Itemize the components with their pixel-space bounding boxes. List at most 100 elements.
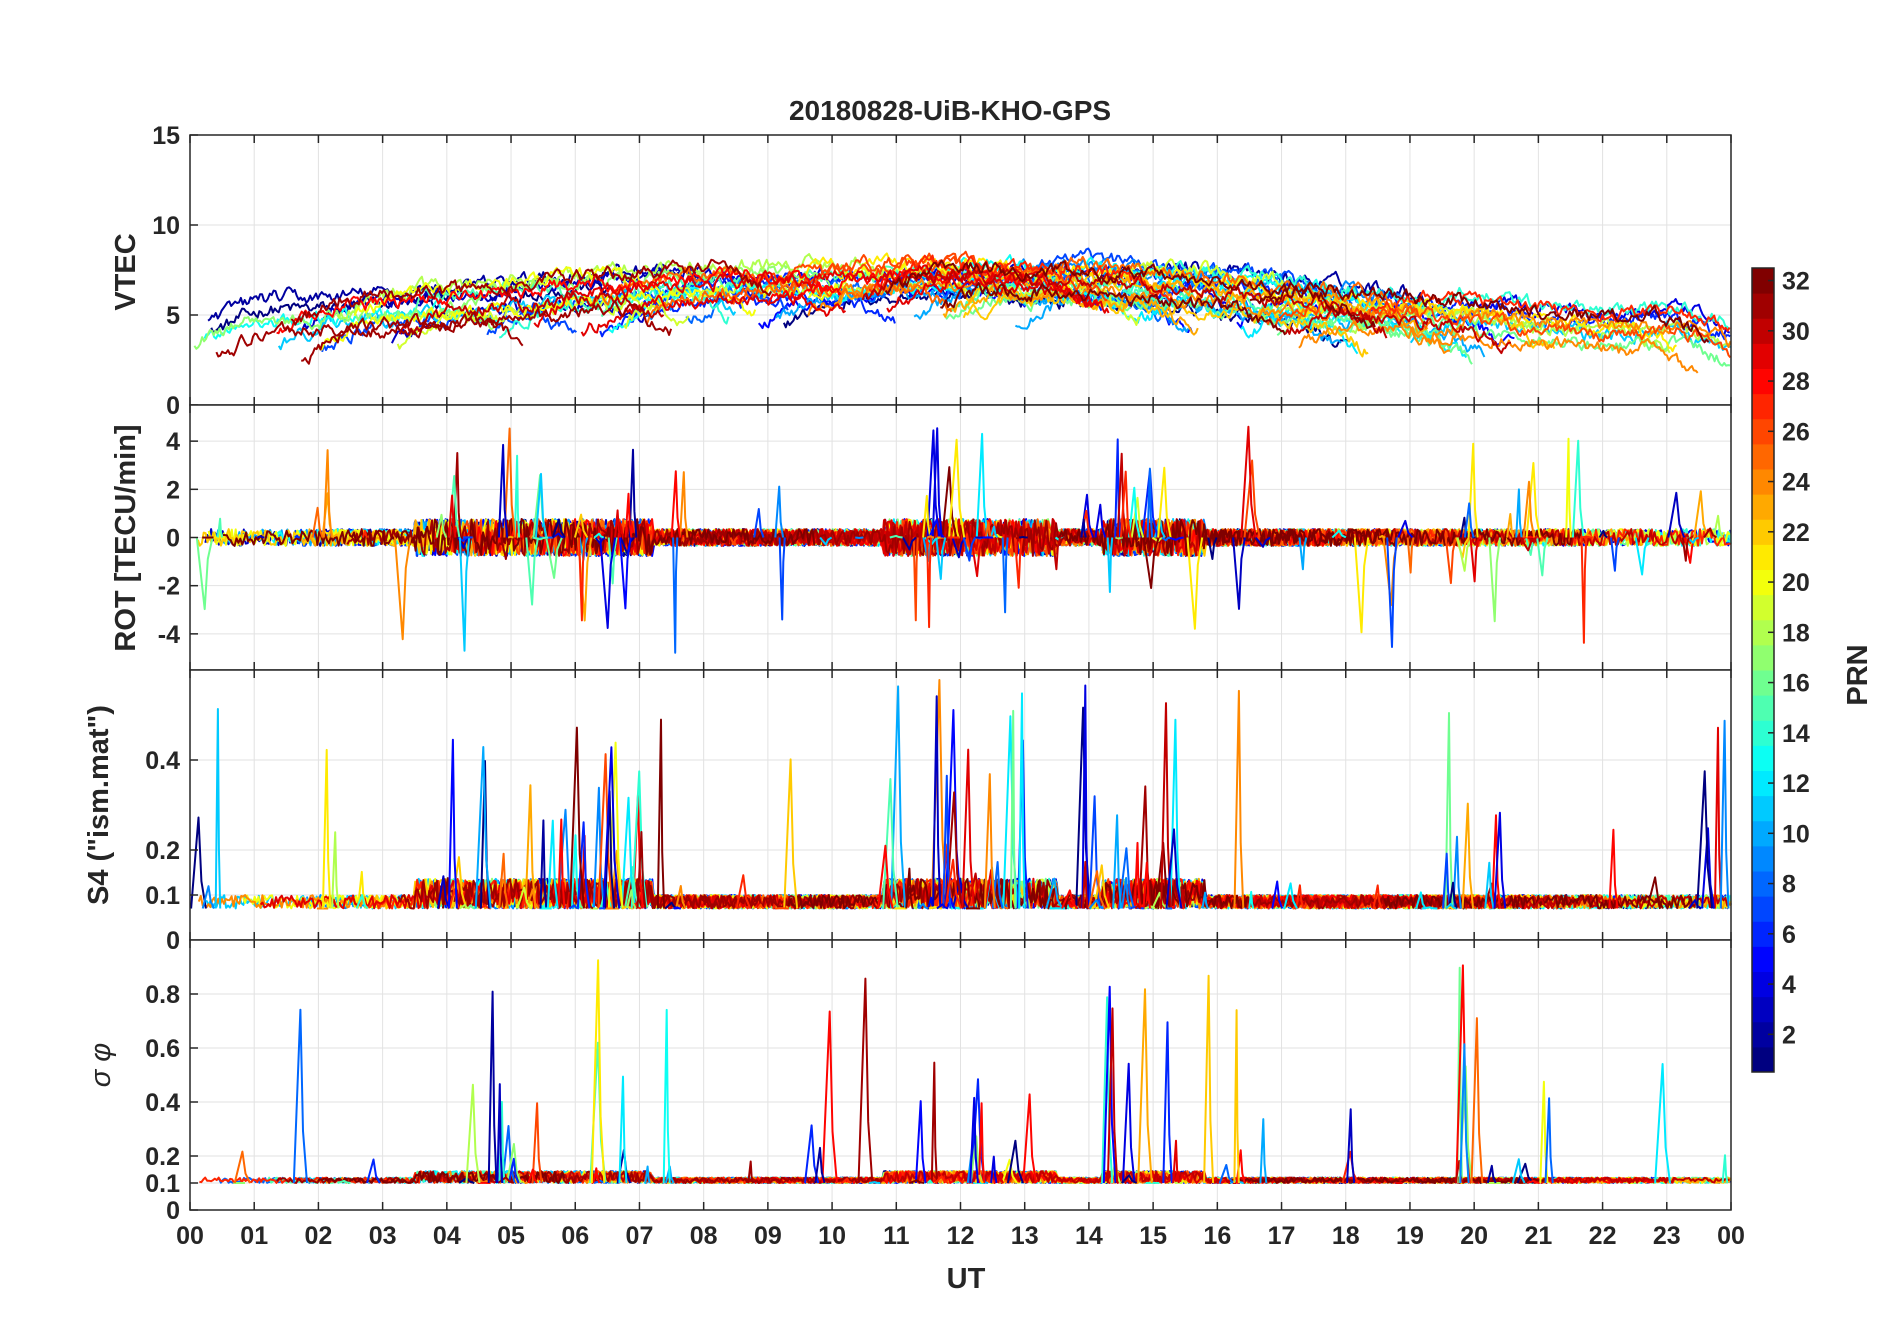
prn-spike xyxy=(931,427,943,538)
prn-spike xyxy=(934,1175,949,1184)
colorbar-band xyxy=(1752,293,1774,319)
s4-series xyxy=(190,679,1732,910)
prn-spike xyxy=(991,533,1003,539)
prn-spike xyxy=(1179,888,1186,909)
colorbar-band xyxy=(1752,845,1774,872)
x-tick-label: 00 xyxy=(176,1222,204,1250)
prn-spike xyxy=(675,885,687,909)
prn-spike xyxy=(735,874,752,909)
x-tick-label: 16 xyxy=(1203,1222,1231,1250)
prn-spike xyxy=(602,746,621,909)
prn-spike xyxy=(1116,452,1127,538)
prn-spike xyxy=(496,1083,504,1184)
sigma-phi-ylabel: σ φ xyxy=(85,1043,117,1087)
prn-spike xyxy=(458,537,471,652)
prn-spike xyxy=(507,535,514,539)
prn-series-line xyxy=(996,255,1433,330)
prn-spike xyxy=(569,726,585,909)
prn-spike xyxy=(1295,884,1305,909)
colorbar-tick-label: 10 xyxy=(1782,820,1810,848)
prn-spike xyxy=(1138,785,1153,909)
prn-spike xyxy=(1240,425,1257,538)
prn-spike xyxy=(783,758,799,909)
s4-ylabel: S4 ("ism.mat") xyxy=(83,705,115,905)
y-tick-label: 0.1 xyxy=(145,1170,180,1198)
prn-spike xyxy=(926,535,935,539)
prn-series-line xyxy=(940,282,1286,336)
prn-spike xyxy=(905,867,914,909)
prn-spike xyxy=(1022,1093,1037,1184)
prn-spike xyxy=(912,537,919,622)
prn-spike xyxy=(932,695,942,909)
prn-spike xyxy=(1580,537,1588,644)
prn-spike xyxy=(1153,516,1166,538)
prn-spike xyxy=(195,537,214,611)
prn-spike xyxy=(568,904,580,910)
prn-spike xyxy=(1687,899,1702,910)
rot-panel: -4 -2 0 2 4 ROT [TECU/min] xyxy=(110,404,1732,671)
prn-spike xyxy=(524,784,537,909)
prn-spike xyxy=(747,1160,754,1184)
prn-spike xyxy=(902,536,917,551)
prn-spike xyxy=(1461,802,1475,909)
colorbar-band xyxy=(1752,494,1774,520)
prn-spike xyxy=(656,718,666,909)
prn-spike xyxy=(1448,881,1458,909)
prn-spike xyxy=(527,1168,538,1184)
prn-series-line xyxy=(1298,320,1699,374)
prn-spike xyxy=(841,1177,853,1184)
sigma-phi-series xyxy=(199,959,1732,1184)
y-tick-label: 5 xyxy=(166,302,180,330)
x-tick-label: 14 xyxy=(1075,1222,1103,1250)
prn-spike xyxy=(950,906,961,910)
prn-spike xyxy=(1712,514,1724,538)
prn-series-line xyxy=(1249,281,1710,344)
prn-spike xyxy=(1045,877,1064,909)
prn-spike xyxy=(868,1181,881,1184)
prn-spike xyxy=(585,901,594,910)
prn-spike xyxy=(1207,537,1218,560)
prn-spike xyxy=(507,1157,520,1184)
vtec-panel: 0 5 10 15 VTEC xyxy=(110,122,1732,420)
prn-spike xyxy=(1233,1009,1240,1184)
prn-spike xyxy=(573,513,589,538)
prn-spike xyxy=(1106,1007,1119,1184)
prn-spike xyxy=(1169,718,1182,909)
prn-series-line xyxy=(336,253,909,320)
prn-spike xyxy=(1406,537,1415,574)
prn-spike xyxy=(975,432,989,538)
prn-spike xyxy=(1378,534,1386,539)
prn-spike xyxy=(532,536,549,541)
y-tick-label: 0 xyxy=(166,392,180,420)
colorbar-label: PRN xyxy=(1842,644,1874,705)
s4-panel: 0.1 0.2 0.4 S4 ("ism.mat") xyxy=(83,669,1732,941)
prn-spike xyxy=(1442,852,1452,909)
colorbar-band xyxy=(1752,644,1774,671)
prn-spike xyxy=(1506,513,1515,538)
sigma-phi-grid xyxy=(189,940,1732,1211)
sigma-phi-frame: 00.10.20.40.60.80 xyxy=(145,927,1732,1225)
prn-spike xyxy=(256,535,265,539)
prn-spike xyxy=(516,886,532,910)
prn-spike xyxy=(774,485,785,538)
prn-spike xyxy=(926,1179,934,1184)
prn-spike xyxy=(630,770,648,909)
prn-spike xyxy=(1353,537,1370,634)
prn-spike xyxy=(1115,536,1123,540)
prn-series-line xyxy=(398,291,665,335)
prn-spike xyxy=(1106,537,1114,593)
vtec-ylabel: VTEC xyxy=(110,233,142,310)
colorbar-tick-label: 8 xyxy=(1782,871,1796,899)
colorbar-tick-label: 2 xyxy=(1782,1021,1796,1049)
prn-spike xyxy=(1331,529,1347,539)
prn-spike xyxy=(969,1135,984,1184)
prn-spike xyxy=(1128,905,1144,910)
prn-spike xyxy=(930,1061,938,1184)
prn-spike xyxy=(1119,470,1132,538)
prn-spike xyxy=(936,903,949,910)
sigma-phi-panel: 00.10.20.40.60.80 σ φ xyxy=(85,927,1732,1225)
prn-spike xyxy=(435,513,448,538)
prn-spike xyxy=(636,831,647,909)
prn-spike xyxy=(1218,1164,1234,1184)
